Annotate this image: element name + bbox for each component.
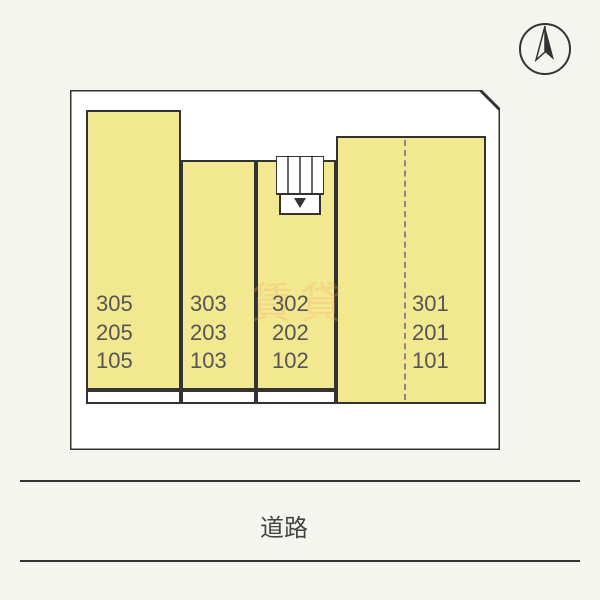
room-label: 202: [272, 319, 309, 348]
unit-col-5: 305 205 105: [96, 290, 133, 376]
room-label: 205: [96, 319, 133, 348]
road-line-top: [20, 480, 580, 482]
room-label: 303: [190, 290, 227, 319]
room-label: 102: [272, 347, 309, 376]
room-label: 203: [190, 319, 227, 348]
porch-5: [86, 390, 181, 404]
staircase: [276, 156, 324, 218]
room-label: 301: [412, 290, 449, 319]
unit-col-3: 303 203 103: [190, 290, 227, 376]
unit-col-2: 302 202 102: [272, 290, 309, 376]
unit-block-1: [336, 136, 486, 404]
porch-2: [256, 390, 336, 404]
road-label: 道路: [260, 508, 308, 543]
unit-col-1: 301 201 101: [412, 290, 449, 376]
dashed-divider: [404, 140, 406, 400]
room-label: 101: [412, 347, 449, 376]
room-label: 105: [96, 347, 133, 376]
room-label: 305: [96, 290, 133, 319]
room-label: 103: [190, 347, 227, 376]
road-line-bottom: [20, 560, 580, 562]
compass-icon: [518, 22, 572, 76]
porch-3: [181, 390, 256, 404]
room-label: 201: [412, 319, 449, 348]
room-label: 302: [272, 290, 309, 319]
